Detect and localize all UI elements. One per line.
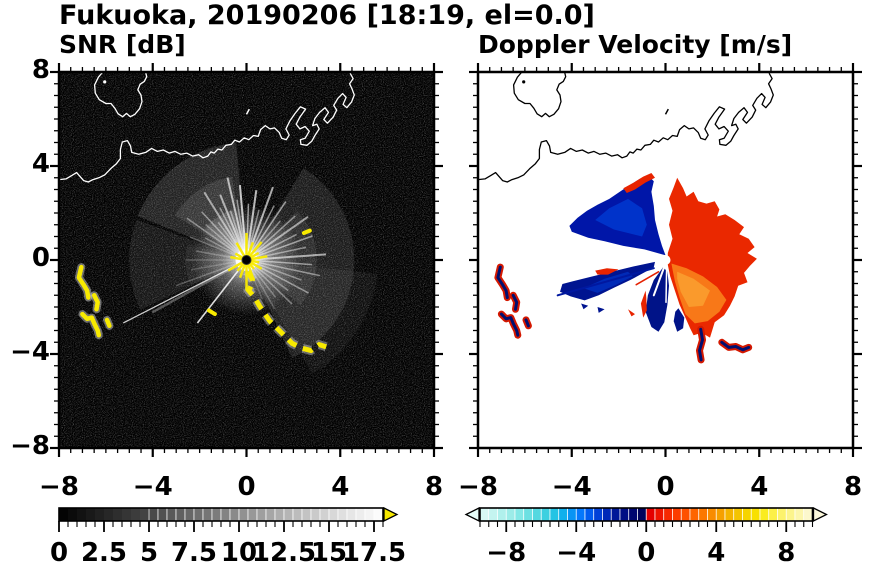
snr-colorbar-tick-label: 0 <box>49 538 69 568</box>
snr-colorbar-tick-label: 7.5 <box>170 538 218 568</box>
vel-colorbar <box>464 506 828 532</box>
x-tick-label: 4 <box>750 472 769 502</box>
x-tick-label: 8 <box>424 472 444 502</box>
vel-panel-title: Doppler Velocity [m/s] <box>478 30 793 59</box>
snr-colorbar-tick-label: 2.5 <box>80 538 128 568</box>
vel-colorbar-tick-label: 0 <box>637 538 656 568</box>
snr-plot-area <box>50 63 443 457</box>
vel-colorbar-tick-label: −4 <box>556 538 597 568</box>
vel-colorbar-tick-label: 4 <box>707 538 726 568</box>
x-tick-label: 0 <box>656 472 675 502</box>
x-tick-label: 8 <box>843 472 863 502</box>
y-tick-label: −8 <box>10 431 50 461</box>
snr-colorbar <box>58 506 399 532</box>
vel-heatmap <box>478 72 853 448</box>
snr-colorbar-tick-label: 5 <box>139 538 159 568</box>
x-tick-label: 0 <box>237 472 256 502</box>
snr-heatmap <box>59 72 434 448</box>
y-tick-label: 4 <box>31 149 50 179</box>
x-tick-label: −8 <box>39 472 79 502</box>
y-tick-label: 8 <box>31 55 50 85</box>
snr-colorbar-tick-label: 15 <box>310 538 348 568</box>
y-tick-label: −4 <box>10 337 50 367</box>
snr-colorbar-tick-label: 17.5 <box>341 538 407 568</box>
vel-plot-area <box>469 63 862 457</box>
x-tick-label: −4 <box>551 472 592 502</box>
snr-colorbar-tick-label: 10 <box>220 538 258 568</box>
x-tick-label: −4 <box>132 472 173 502</box>
vel-colorbar-tick-label: 8 <box>777 538 796 568</box>
x-tick-label: −8 <box>458 472 498 502</box>
snr-colorbar-tick-label: 12.5 <box>251 538 317 568</box>
snr-panel-title: SNR [dB] <box>59 30 186 59</box>
vel-colorbar-tick-label: −8 <box>486 538 527 568</box>
x-tick-label: 4 <box>331 472 350 502</box>
figure-title: Fukuoka, 20190206 [18:19, el=0.0] <box>59 0 595 31</box>
y-tick-label: 0 <box>31 243 50 273</box>
